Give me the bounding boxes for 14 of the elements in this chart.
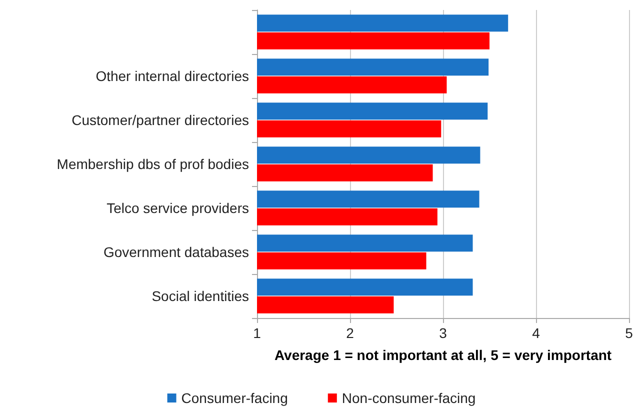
x-tick-label: 4: [532, 325, 540, 341]
y-tick-label: Social identities: [152, 288, 249, 304]
legend-label: Consumer-facing: [181, 390, 288, 406]
y-tick-label: Membership dbs of prof bodies: [56, 156, 249, 172]
x-tick-label: 2: [346, 325, 354, 341]
x-tick-label: 3: [439, 325, 448, 341]
y-tick-label: Government databases: [103, 244, 249, 260]
x-tick-label: 1: [253, 325, 262, 341]
y-tick-label: Customer/partner directories: [72, 112, 249, 128]
x-tick-label: 5: [625, 325, 634, 341]
legend-label: Non-consumer-facing: [342, 390, 476, 406]
y-tick-label: Other internal directories: [96, 68, 249, 84]
y-tick-label: Telco service providers: [106, 200, 249, 216]
x-axis-title: Average 1 = not important at all, 5 = very important: [274, 347, 612, 363]
